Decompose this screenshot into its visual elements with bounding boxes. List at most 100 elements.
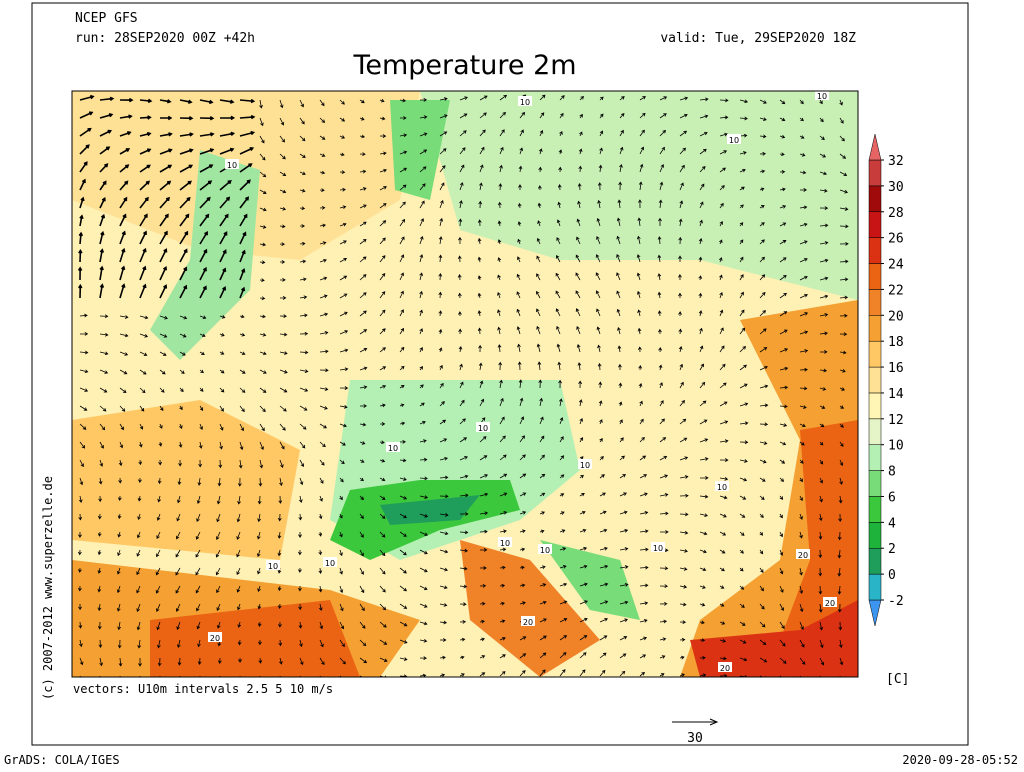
- wind-arrow: [539, 652, 547, 659]
- wind-arrow: [359, 347, 368, 353]
- wind-arrow: [279, 423, 286, 431]
- wind-arrow: [479, 548, 488, 552]
- wind-arrow: [419, 402, 425, 407]
- wind-arrow: [555, 254, 561, 263]
- wind-arrow: [97, 567, 102, 574]
- wind-arrow: [559, 635, 568, 641]
- wind-arrow: [679, 437, 688, 443]
- wind-arrow: [279, 278, 286, 282]
- wind-arrow: [78, 513, 83, 521]
- wind-arrow: [219, 286, 227, 299]
- wind-arrow: [419, 98, 428, 102]
- wind-arrow: [379, 328, 386, 335]
- wind-arrow: [279, 242, 286, 246]
- contour-label: 20: [825, 599, 835, 608]
- wind-arrow: [299, 206, 306, 211]
- wind-arrow: [819, 258, 829, 263]
- wind-arrow: [239, 286, 246, 299]
- wind-arrow: [399, 116, 407, 120]
- wind-arrow: [536, 273, 541, 281]
- wind-arrow: [79, 459, 84, 468]
- wind-arrow: [379, 168, 387, 173]
- wind-arrow: [419, 309, 423, 317]
- wind-arrow: [359, 169, 367, 174]
- wind-arrow: [759, 365, 768, 371]
- contour-label-bg: [476, 422, 490, 432]
- wind-arrow: [618, 363, 622, 371]
- wind-arrow: [637, 217, 642, 227]
- wind-arrow: [458, 236, 462, 245]
- wind-arrow: [419, 166, 427, 173]
- contour-label-bg: [815, 91, 829, 100]
- wind-arrow: [516, 308, 521, 317]
- wind-arrow: [279, 351, 288, 355]
- wind-arrow: [519, 129, 524, 137]
- wind-arrow: [579, 528, 587, 533]
- wind-arrow: [136, 567, 141, 576]
- colorbar-tick-label: 18: [888, 335, 904, 350]
- wind-arrow: [559, 112, 564, 119]
- contour-label-bg: [727, 134, 741, 144]
- wind-arrow: [799, 621, 804, 631]
- wind-arrow: [599, 635, 608, 641]
- wind-arrow: [779, 495, 784, 500]
- contour-label: 10: [227, 161, 237, 170]
- wind-arrow: [597, 199, 601, 209]
- wind-arrow: [639, 163, 644, 173]
- wind-arrow: [277, 603, 282, 610]
- wind-arrow: [339, 657, 346, 665]
- wind-arrow: [359, 366, 368, 371]
- wind-arrow: [236, 567, 241, 576]
- wind-arrow: [359, 292, 367, 299]
- wind-arrow: [419, 476, 428, 481]
- colorbar-tick-label: 6: [888, 490, 896, 505]
- wind-arrow: [439, 531, 449, 536]
- wind-arrow: [195, 549, 201, 558]
- wind-arrow: [539, 473, 546, 479]
- wind-arrow: [279, 189, 287, 194]
- wind-arrow: [679, 655, 685, 660]
- wind-arrow: [119, 387, 127, 394]
- wind-arrow: [739, 567, 744, 572]
- wind-arrow: [779, 477, 785, 482]
- wind-arrow: [779, 187, 786, 192]
- wind-arrow: [538, 166, 543, 173]
- wind-arrow: [157, 495, 161, 503]
- wind-arrow: [119, 405, 126, 412]
- wind-arrow: [519, 111, 526, 119]
- wind-arrow: [599, 564, 609, 569]
- wind-arrow: [259, 423, 265, 432]
- wind-arrow: [156, 621, 161, 631]
- wind-arrow: [438, 273, 443, 281]
- wind-arrow: [779, 205, 787, 209]
- wind-arrow: [598, 381, 603, 389]
- wind-arrow: [459, 512, 469, 516]
- wind-arrow: [77, 549, 82, 556]
- wind-arrow: [699, 655, 706, 660]
- wind-arrow: [479, 95, 488, 101]
- wind-arrow: [339, 99, 345, 105]
- wind-arrow: [839, 117, 844, 124]
- wind-arrow: [379, 603, 387, 611]
- wind-arrow: [219, 315, 226, 319]
- wind-arrow: [639, 601, 649, 606]
- wind-arrow: [79, 178, 86, 191]
- wind-arrow: [579, 546, 588, 551]
- wind-arrow: [216, 603, 221, 611]
- wind-arrow: [579, 437, 584, 443]
- wind-arrow: [619, 474, 627, 479]
- wind-arrow: [657, 291, 662, 299]
- wind-arrow: [97, 513, 102, 520]
- wind-arrow: [99, 283, 105, 299]
- wind-arrow: [719, 185, 725, 191]
- wind-arrow: [339, 477, 344, 483]
- wind-arrow: [159, 248, 168, 263]
- wind-arrow: [839, 135, 845, 142]
- wind-arrow: [759, 459, 767, 464]
- wind-arrow: [439, 620, 448, 625]
- wind-arrow: [119, 213, 127, 227]
- colorbar-tick-label: 24: [888, 258, 904, 273]
- wind-arrow: [819, 350, 828, 354]
- wind-arrow: [119, 351, 129, 356]
- wind-arrow: [619, 528, 629, 533]
